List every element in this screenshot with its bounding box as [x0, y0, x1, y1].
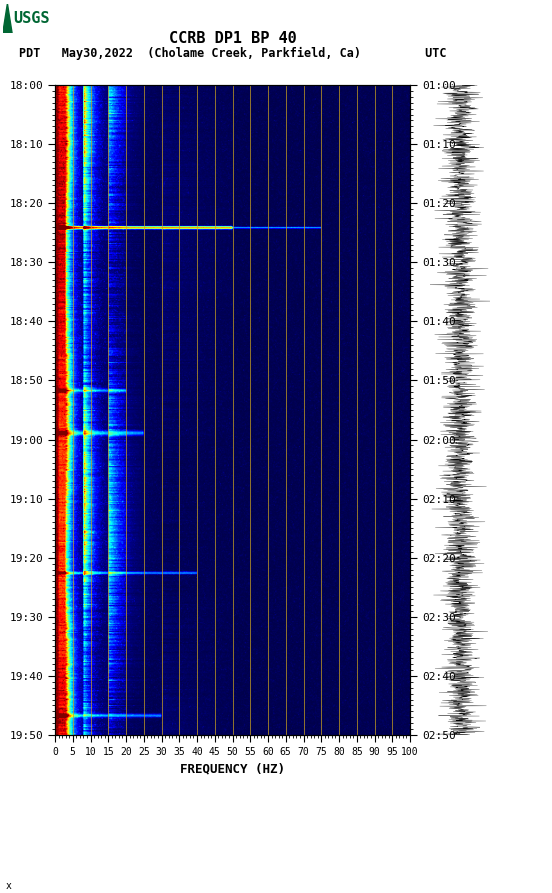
Text: CCRB DP1 BP 40: CCRB DP1 BP 40	[168, 31, 296, 46]
X-axis label: FREQUENCY (HZ): FREQUENCY (HZ)	[180, 763, 285, 775]
Text: PDT   May30,2022  (Cholame Creek, Parkfield, Ca)         UTC: PDT May30,2022 (Cholame Creek, Parkfield…	[19, 47, 446, 61]
Text: USGS: USGS	[13, 11, 50, 26]
Polygon shape	[3, 4, 12, 33]
Text: x: x	[6, 880, 12, 890]
